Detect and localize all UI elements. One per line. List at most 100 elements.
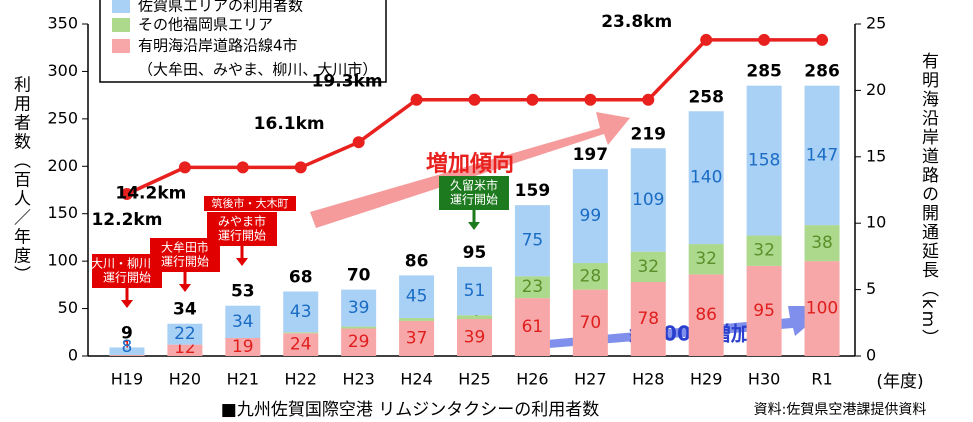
trend-arrow — [310, 112, 630, 228]
data-label: 140 — [690, 168, 722, 188]
callout-arrowhead — [468, 222, 480, 230]
x-tick-label: H26 — [516, 370, 548, 389]
data-label: 51 — [464, 281, 486, 301]
bar-segment — [514, 205, 550, 277]
y-tick-label: 350 — [47, 14, 78, 33]
total-label: 197 — [573, 145, 609, 165]
y2-tick-label: 20 — [866, 80, 886, 99]
bar-segment — [572, 289, 608, 356]
y-tick-label: 50 — [58, 298, 78, 317]
line-marker — [816, 33, 829, 46]
line-marker — [294, 161, 307, 174]
bar-segment — [804, 261, 840, 356]
line-marker — [352, 136, 365, 149]
line-marker — [236, 161, 249, 174]
x-tick-label: R1 — [811, 370, 832, 389]
bar-segment — [630, 148, 666, 252]
bar-segment — [630, 251, 666, 283]
y2-tick-label: 0 — [866, 346, 876, 365]
data-label: 22 — [174, 324, 196, 344]
bar-segment — [457, 315, 492, 320]
line-marker — [410, 93, 423, 106]
line-marker — [526, 93, 539, 106]
data-label: 99 — [580, 206, 602, 226]
bar-segment — [688, 274, 724, 356]
bar-segment — [283, 332, 319, 334]
callout-text: 運行開始 — [218, 229, 266, 243]
bar-segment — [746, 85, 782, 236]
line-marker — [178, 161, 191, 174]
total-label: 86 — [405, 251, 429, 271]
x-tick-label: H23 — [342, 370, 374, 389]
legend-label: その他福岡県エリア — [138, 16, 273, 34]
legend-swatch — [112, 18, 130, 32]
x-tick-label: H24 — [400, 370, 432, 389]
y-tick-label: 300 — [47, 61, 78, 80]
total-label: 286 — [804, 62, 840, 82]
callout-text: 筑後市・大木町 — [212, 196, 289, 210]
bar-segment — [746, 235, 782, 266]
data-label: 100 — [806, 299, 838, 319]
data-label: 19 — [232, 337, 254, 357]
callout-text: みやま市 — [218, 214, 266, 229]
line-label: 14.2km — [115, 183, 186, 203]
bar-segment — [514, 276, 550, 299]
y2-tick-label: 5 — [866, 279, 876, 298]
x-tick-label: H25 — [458, 370, 490, 389]
bar-segment — [688, 244, 724, 275]
data-label: 32 — [695, 249, 717, 269]
bar-segment — [283, 291, 319, 333]
callout-text: 運行開始 — [103, 271, 151, 285]
data-label: 45 — [406, 287, 428, 307]
bar-segment — [399, 318, 435, 321]
bar-segment — [167, 323, 203, 345]
legend-label: 有明海沿岸道路沿線4市 — [138, 37, 298, 55]
data-label: 75 — [522, 231, 544, 251]
total-label: 9 — [121, 323, 133, 343]
data-label: 39 — [348, 298, 370, 318]
bar-segment — [341, 328, 377, 356]
bar-segment — [688, 111, 724, 245]
x-tick-label: H20 — [169, 370, 201, 389]
bar-segment — [399, 275, 435, 319]
data-label: 78 — [637, 309, 659, 329]
bar-segment — [457, 319, 492, 356]
data-label: 24 — [290, 335, 312, 355]
source: 資料:佐賀県空港課提供資料 — [754, 402, 927, 418]
data-label: 32 — [637, 257, 659, 277]
line-marker — [700, 33, 713, 46]
y2-tick-label: 15 — [866, 146, 886, 165]
callout-text: 久留米市 — [450, 178, 498, 193]
data-label: 8 — [122, 337, 133, 357]
total-label: 285 — [746, 62, 782, 82]
bar-segment — [514, 298, 550, 356]
total-label: 70 — [347, 266, 371, 286]
callout-box — [439, 176, 509, 210]
y-axis-label: 利用者数（百人／年度） — [10, 75, 31, 284]
data-label: 38 — [811, 233, 833, 253]
data-label: 86 — [695, 305, 717, 325]
bar-segment — [457, 266, 492, 316]
bar-segment — [746, 265, 782, 356]
line-marker — [468, 93, 481, 106]
data-label: 158 — [748, 151, 780, 171]
line-label: 19.3km — [312, 72, 383, 92]
x-tick-label: H22 — [285, 370, 317, 389]
line-label: 16.1km — [254, 114, 325, 134]
callout-text: 運行開始 — [161, 255, 209, 269]
line-marker — [584, 93, 597, 106]
line-label: 23.8km — [601, 12, 672, 32]
total-label: 159 — [515, 181, 551, 201]
y-tick-label: 150 — [47, 203, 78, 222]
y2-axis-label: 有明海沿岸道路の開通延長（km） — [918, 52, 939, 348]
callout-box — [207, 212, 277, 246]
data-label: 34 — [232, 312, 254, 332]
x-tick-label: H21 — [227, 370, 259, 389]
bar-segment — [341, 326, 377, 329]
data-label: 23 — [522, 277, 544, 297]
x-tick-label: H30 — [748, 370, 780, 389]
data-label: 28 — [580, 266, 602, 286]
bar-segment — [399, 320, 435, 356]
bar-segment — [804, 225, 840, 262]
